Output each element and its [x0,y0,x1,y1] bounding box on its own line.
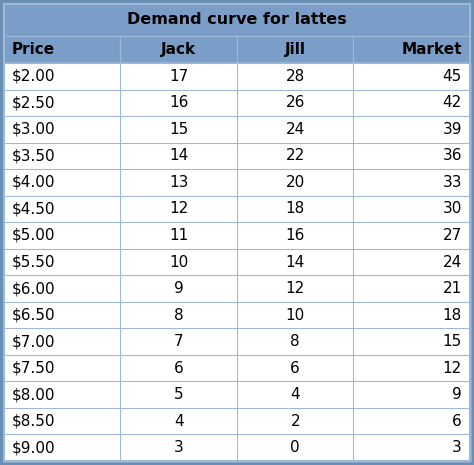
Text: 22: 22 [286,148,305,163]
Text: 4: 4 [291,387,300,402]
Text: $4.50: $4.50 [12,201,55,216]
Text: $5.00: $5.00 [12,228,55,243]
Text: 3: 3 [174,440,183,455]
Bar [4,222,470,249]
Text: 4: 4 [174,414,183,429]
Text: 18: 18 [443,307,462,323]
Text: 15: 15 [169,122,188,137]
Text: $9.00: $9.00 [12,440,55,455]
Text: 20: 20 [286,175,305,190]
Text: 21: 21 [443,281,462,296]
Text: $3.00: $3.00 [12,122,55,137]
Text: $8.50: $8.50 [12,414,55,429]
Text: 12: 12 [286,281,305,296]
Text: $4.00: $4.00 [12,175,55,190]
Bar [4,90,470,116]
Text: 6: 6 [174,361,183,376]
Text: Price: Price [12,42,55,57]
Text: Demand curve for lattes: Demand curve for lattes [127,13,347,27]
Text: 6: 6 [291,361,300,376]
Text: 30: 30 [443,201,462,216]
Text: 12: 12 [443,361,462,376]
Bar [4,381,470,408]
Text: Jack: Jack [161,42,196,57]
Bar [4,249,470,275]
Text: 15: 15 [443,334,462,349]
Text: 0: 0 [291,440,300,455]
Text: 45: 45 [443,69,462,84]
Text: $2.50: $2.50 [12,95,55,110]
Text: $7.50: $7.50 [12,361,55,376]
Text: 16: 16 [285,228,305,243]
Text: 12: 12 [169,201,188,216]
Bar [4,4,470,36]
Text: 24: 24 [443,254,462,270]
Text: 36: 36 [443,148,462,163]
Text: 33: 33 [443,175,462,190]
Text: 10: 10 [286,307,305,323]
Text: 7: 7 [174,334,183,349]
Bar [4,196,470,222]
Text: 26: 26 [285,95,305,110]
Text: $6.00: $6.00 [12,281,55,296]
Text: 8: 8 [291,334,300,349]
Text: 13: 13 [169,175,189,190]
Text: 3: 3 [452,440,462,455]
Bar [4,328,470,355]
Text: 42: 42 [443,95,462,110]
Text: 14: 14 [286,254,305,270]
Text: 17: 17 [169,69,188,84]
Text: $5.50: $5.50 [12,254,55,270]
Text: $6.50: $6.50 [12,307,55,323]
Bar [4,169,470,196]
Text: 39: 39 [443,122,462,137]
Bar [4,434,470,461]
Bar [4,408,470,434]
Text: 8: 8 [174,307,183,323]
Text: 2: 2 [291,414,300,429]
Bar [4,63,470,90]
Text: 28: 28 [286,69,305,84]
Bar [4,143,470,169]
Text: 27: 27 [443,228,462,243]
Text: 14: 14 [169,148,188,163]
Bar [4,116,470,143]
Text: 11: 11 [169,228,188,243]
Text: 5: 5 [174,387,183,402]
Text: 6: 6 [452,414,462,429]
Text: 24: 24 [286,122,305,137]
Text: Jill: Jill [285,42,306,57]
Text: $8.00: $8.00 [12,387,55,402]
Text: $3.50: $3.50 [12,148,55,163]
Bar [4,36,470,63]
Text: Market: Market [401,42,462,57]
Text: $2.00: $2.00 [12,69,55,84]
Text: $7.00: $7.00 [12,334,55,349]
Text: 18: 18 [286,201,305,216]
Text: 16: 16 [169,95,189,110]
Text: 9: 9 [452,387,462,402]
Bar [4,275,470,302]
Bar [4,355,470,381]
Bar [4,302,470,328]
Text: 9: 9 [174,281,183,296]
Text: 10: 10 [169,254,188,270]
